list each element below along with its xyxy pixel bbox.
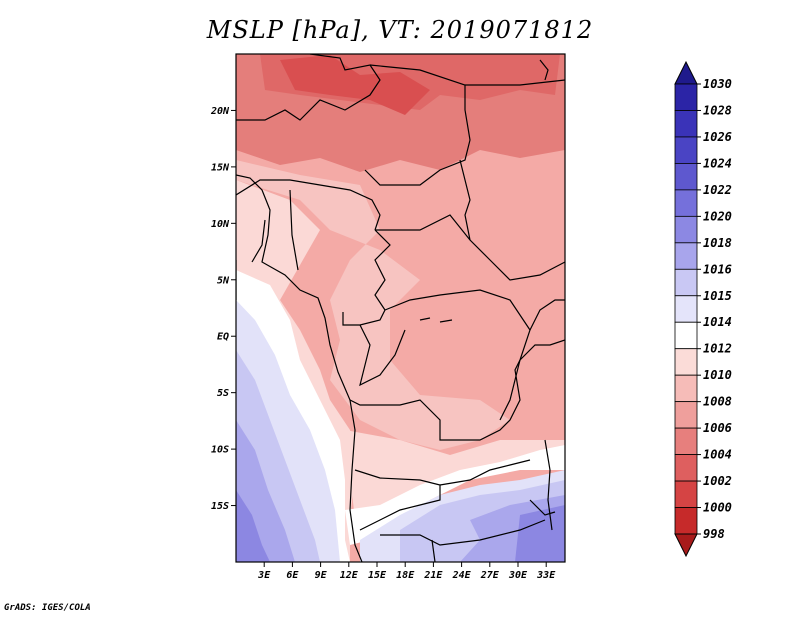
lat-tick-label: 5S [217, 388, 229, 399]
lat-tick-label: 5N [217, 275, 230, 286]
colorbar-label: 1006 [703, 421, 732, 435]
colorbar-segment [674, 480, 698, 508]
lake-tanganyika [499, 359, 521, 421]
colorbar-label: 1002 [703, 474, 732, 488]
colorbar-bottom-arrow [674, 533, 698, 558]
colorbar-segment [674, 454, 698, 482]
colorbar-label: 1020 [703, 209, 732, 223]
lon-tick-label: 15E [368, 570, 387, 581]
border-kenya-tz [519, 339, 565, 361]
lon-tick-label: 21E [423, 570, 443, 581]
colorbar-segment [674, 507, 698, 535]
border-libya-egypt [465, 79, 565, 86]
lon-tick-label: 18E [396, 570, 415, 581]
lon-tick-label: 27E [480, 570, 500, 581]
border-niger-chad [364, 64, 471, 186]
coast-northeast [539, 59, 549, 81]
border-car-sudan [375, 214, 565, 281]
latitude-axis: 20N 15N 10N 5N EQ 5S 10S 15S [210, 106, 236, 512]
colorbar-segment [674, 110, 698, 138]
colorbar-label: 1010 [703, 368, 732, 382]
border-zambia [439, 459, 531, 486]
lat-tick-label: 10N [211, 219, 230, 230]
border-uganda [529, 299, 565, 331]
lat-tick-label: EQ [217, 332, 229, 343]
border-botswana [380, 519, 546, 546]
colorbar-label: 1000 [703, 501, 732, 515]
border-south [431, 539, 436, 562]
west-coastline [236, 174, 363, 562]
border-drc-south [349, 359, 521, 441]
colorbar-label: 1015 [703, 289, 732, 303]
lake-malawi [544, 439, 553, 531]
colorbar-label: 1018 [703, 236, 732, 250]
colorbar-segment [674, 189, 698, 217]
border-angola-namibia [354, 469, 441, 531]
colorbar-segment [674, 268, 698, 297]
border-ghana [251, 219, 266, 263]
lon-tick-label: 6E [286, 570, 299, 581]
border-sahara [236, 54, 381, 121]
grads-credit: GrADS: IGES/COLA [4, 603, 91, 613]
colorbar-label: 1030 [703, 77, 732, 91]
border-zim-moz [529, 499, 556, 516]
band-1020 [236, 490, 270, 562]
map-frame [235, 53, 566, 563]
colorbar-segment [674, 295, 698, 323]
band-1010 [236, 160, 510, 450]
border-westafrica [236, 179, 381, 231]
colorbar-label: 1012 [703, 342, 732, 356]
colorbar-label: 1014 [703, 315, 732, 329]
border-chad-sudan [459, 159, 471, 241]
colorbar-label: 1028 [703, 103, 732, 117]
lon-tick-label: 30E [508, 570, 528, 581]
border-congo [359, 324, 406, 387]
colorbar-top-arrow [674, 60, 698, 85]
lat-tick-label: 15S [211, 501, 229, 512]
band-1002 [280, 55, 430, 115]
colorbar-segment [674, 401, 698, 429]
colorbar-segment [674, 242, 698, 270]
colorbar-segment [674, 215, 698, 244]
lat-tick-label: 10S [211, 445, 229, 456]
band-1020-south [515, 505, 565, 562]
colorbar-segment [674, 374, 698, 403]
colorbar-label: 1024 [703, 156, 732, 170]
pressure-field [236, 54, 565, 562]
colorbar-label: 1004 [703, 448, 732, 462]
colorbar-segment [674, 136, 698, 164]
colorbar-segment [674, 163, 698, 191]
lat-tick-label: 20N [210, 106, 230, 117]
colorbar-label: 1026 [703, 130, 732, 144]
colorbar-label: 1022 [703, 183, 732, 197]
lon-tick-label: 33E [536, 570, 556, 581]
colorbar-label: 1016 [703, 262, 732, 276]
colorbar-segment [674, 348, 698, 376]
longitude-axis: 3E 6E 9E 12E 15E 18E 21E 24E 27E 30E 33E [257, 562, 556, 581]
lon-tick-label: 9E [315, 570, 328, 581]
river-marks [419, 317, 453, 323]
lon-tick-label: 3E [257, 570, 271, 581]
figure-title: MSLP [hPa], VT: 2019071812 [206, 16, 594, 44]
colorbar-segment [674, 321, 698, 350]
colorbar: 1030 1028 1026 1024 1022 1020 1018 1016 1015 1014… [674, 60, 732, 558]
border-cameroon [374, 229, 391, 311]
lon-tick-label: 24E [452, 570, 472, 581]
colorbar-label: 998 [703, 527, 725, 541]
border-nigeria-west [289, 189, 299, 271]
colorbar-segment [674, 427, 698, 455]
borders [236, 54, 565, 562]
lon-tick-label: 12E [340, 570, 359, 581]
colorbar-segment [674, 83, 698, 111]
lat-tick-label: 15N [211, 162, 230, 173]
colorbar-label: 1008 [703, 395, 732, 409]
